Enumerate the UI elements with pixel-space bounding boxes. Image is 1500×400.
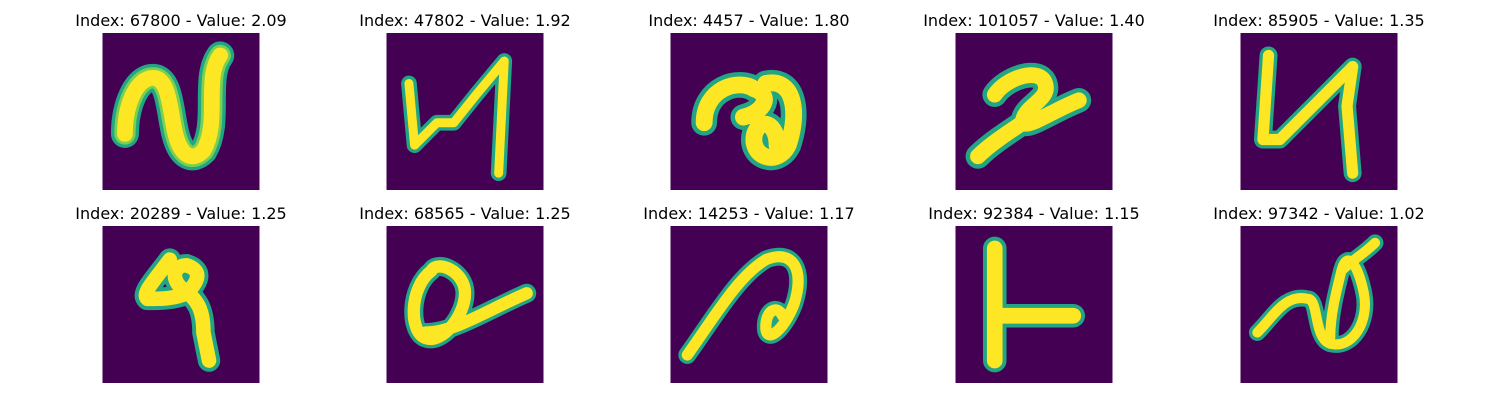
grid-cell-6: Index: 20289 - Value: 1.25 xyxy=(41,203,321,393)
panel-title: Index: 14253 - Value: 1.17 xyxy=(643,204,855,223)
grid-cell-4: Index: 101057 - Value: 1.40 xyxy=(894,10,1174,200)
digit-image xyxy=(386,226,544,383)
stroke-core xyxy=(1257,49,1359,179)
grid-cell-9: Index: 92384 - Value: 1.15 xyxy=(894,203,1174,393)
digit-image xyxy=(386,33,544,190)
panel-title: Index: 97342 - Value: 1.02 xyxy=(1213,204,1425,223)
digit-image xyxy=(955,33,1113,190)
grid-cell-5: Index: 85905 - Value: 1.35 xyxy=(1179,10,1459,200)
stroke-core xyxy=(138,252,217,368)
stroke-core xyxy=(407,260,533,345)
digit-image xyxy=(102,226,260,383)
grid-cell-2: Index: 47802 - Value: 1.92 xyxy=(325,10,605,200)
stroke-core xyxy=(117,47,229,165)
stroke-core xyxy=(404,56,509,178)
grid-cell-3: Index: 4457 - Value: 1.80 xyxy=(609,10,889,200)
grid-cell-1: Index: 67800 - Value: 2.09 xyxy=(41,10,321,200)
digit-image xyxy=(1240,226,1398,383)
stroke-core xyxy=(1252,237,1381,350)
digit-image xyxy=(1240,33,1398,190)
panel-title: Index: 67800 - Value: 2.09 xyxy=(75,11,287,30)
stroke-core xyxy=(970,67,1087,165)
grid-cell-7: Index: 68565 - Value: 1.25 xyxy=(325,203,605,393)
stroke-core xyxy=(681,251,804,361)
grid-cell-8: Index: 14253 - Value: 1.17 xyxy=(609,203,889,393)
digit-image xyxy=(670,33,828,190)
stroke-core xyxy=(986,240,1082,369)
panel-title: Index: 47802 - Value: 1.92 xyxy=(359,11,571,30)
panel-title: Index: 4457 - Value: 1.80 xyxy=(648,11,850,30)
digit-image xyxy=(955,226,1113,383)
panel-title: Index: 20289 - Value: 1.25 xyxy=(75,204,287,223)
grid-cell-10: Index: 97342 - Value: 1.02 xyxy=(1179,203,1459,393)
panel-title: Index: 85905 - Value: 1.35 xyxy=(1213,11,1425,30)
stroke-core xyxy=(695,74,803,166)
digit-image xyxy=(670,226,828,383)
panel-title: Index: 101057 - Value: 1.40 xyxy=(923,11,1145,30)
panel-title: Index: 92384 - Value: 1.15 xyxy=(928,204,1140,223)
digit-image xyxy=(102,33,260,190)
panel-title: Index: 68565 - Value: 1.25 xyxy=(359,204,571,223)
